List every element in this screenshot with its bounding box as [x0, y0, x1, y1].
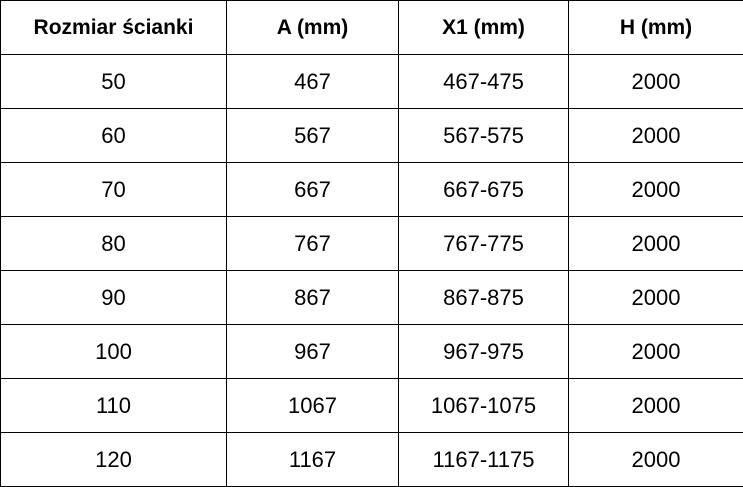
- cell-wall-size: 60: [0, 108, 227, 163]
- cell-h: 2000: [568, 216, 743, 271]
- cell-h: 2000: [568, 378, 743, 433]
- table-row: 110 1067 1067-1075 2000: [0, 378, 743, 433]
- cell-wall-size: 100: [0, 324, 227, 379]
- cell-x1: 867-875: [398, 270, 569, 325]
- cell-x1: 967-975: [398, 324, 569, 379]
- table-row: 80 767 767-775 2000: [0, 216, 743, 271]
- cell-a: 967: [226, 324, 399, 379]
- cell-wall-size: 80: [0, 216, 227, 271]
- cell-x1: 1067-1075: [398, 378, 569, 433]
- cell-x1: 1167-1175: [398, 432, 569, 487]
- cell-wall-size: 120: [0, 432, 227, 487]
- cell-wall-size: 50: [0, 54, 227, 109]
- cell-h: 2000: [568, 270, 743, 325]
- cell-a: 867: [226, 270, 399, 325]
- cell-a: 1067: [226, 378, 399, 433]
- cell-x1: 567-575: [398, 108, 569, 163]
- cell-x1: 467-475: [398, 54, 569, 109]
- cell-x1: 767-775: [398, 216, 569, 271]
- table-row: 100 967 967-975 2000: [0, 324, 743, 379]
- cell-h: 2000: [568, 108, 743, 163]
- header-h: H (mm): [568, 0, 743, 55]
- cell-h: 2000: [568, 324, 743, 379]
- table-body: 50 467 467-475 2000 60 567 567-575 2000 70 667 667…: [0, 54, 743, 487]
- cell-wall-size: 110: [0, 378, 227, 433]
- cell-a: 567: [226, 108, 399, 163]
- header-row: Rozmiar ścianki A (mm) X1 (mm) H (mm): [0, 0, 743, 55]
- table-row: 50 467 467-475 2000: [0, 54, 743, 109]
- table-row: 70 667 667-675 2000: [0, 162, 743, 217]
- table-row: 60 567 567-575 2000: [0, 108, 743, 163]
- table-row: 120 1167 1167-1175 2000: [0, 432, 743, 487]
- cell-a: 667: [226, 162, 399, 217]
- cell-wall-size: 70: [0, 162, 227, 217]
- header-a: A (mm): [226, 0, 399, 55]
- cell-x1: 667-675: [398, 162, 569, 217]
- header-wall-size: Rozmiar ścianki: [0, 0, 227, 55]
- cell-a: 767: [226, 216, 399, 271]
- cell-a: 1167: [226, 432, 399, 487]
- cell-wall-size: 90: [0, 270, 227, 325]
- cell-h: 2000: [568, 432, 743, 487]
- cell-h: 2000: [568, 54, 743, 109]
- cell-a: 467: [226, 54, 399, 109]
- header-x1: X1 (mm): [398, 0, 569, 55]
- cell-h: 2000: [568, 162, 743, 217]
- table-row: 90 867 867-875 2000: [0, 270, 743, 325]
